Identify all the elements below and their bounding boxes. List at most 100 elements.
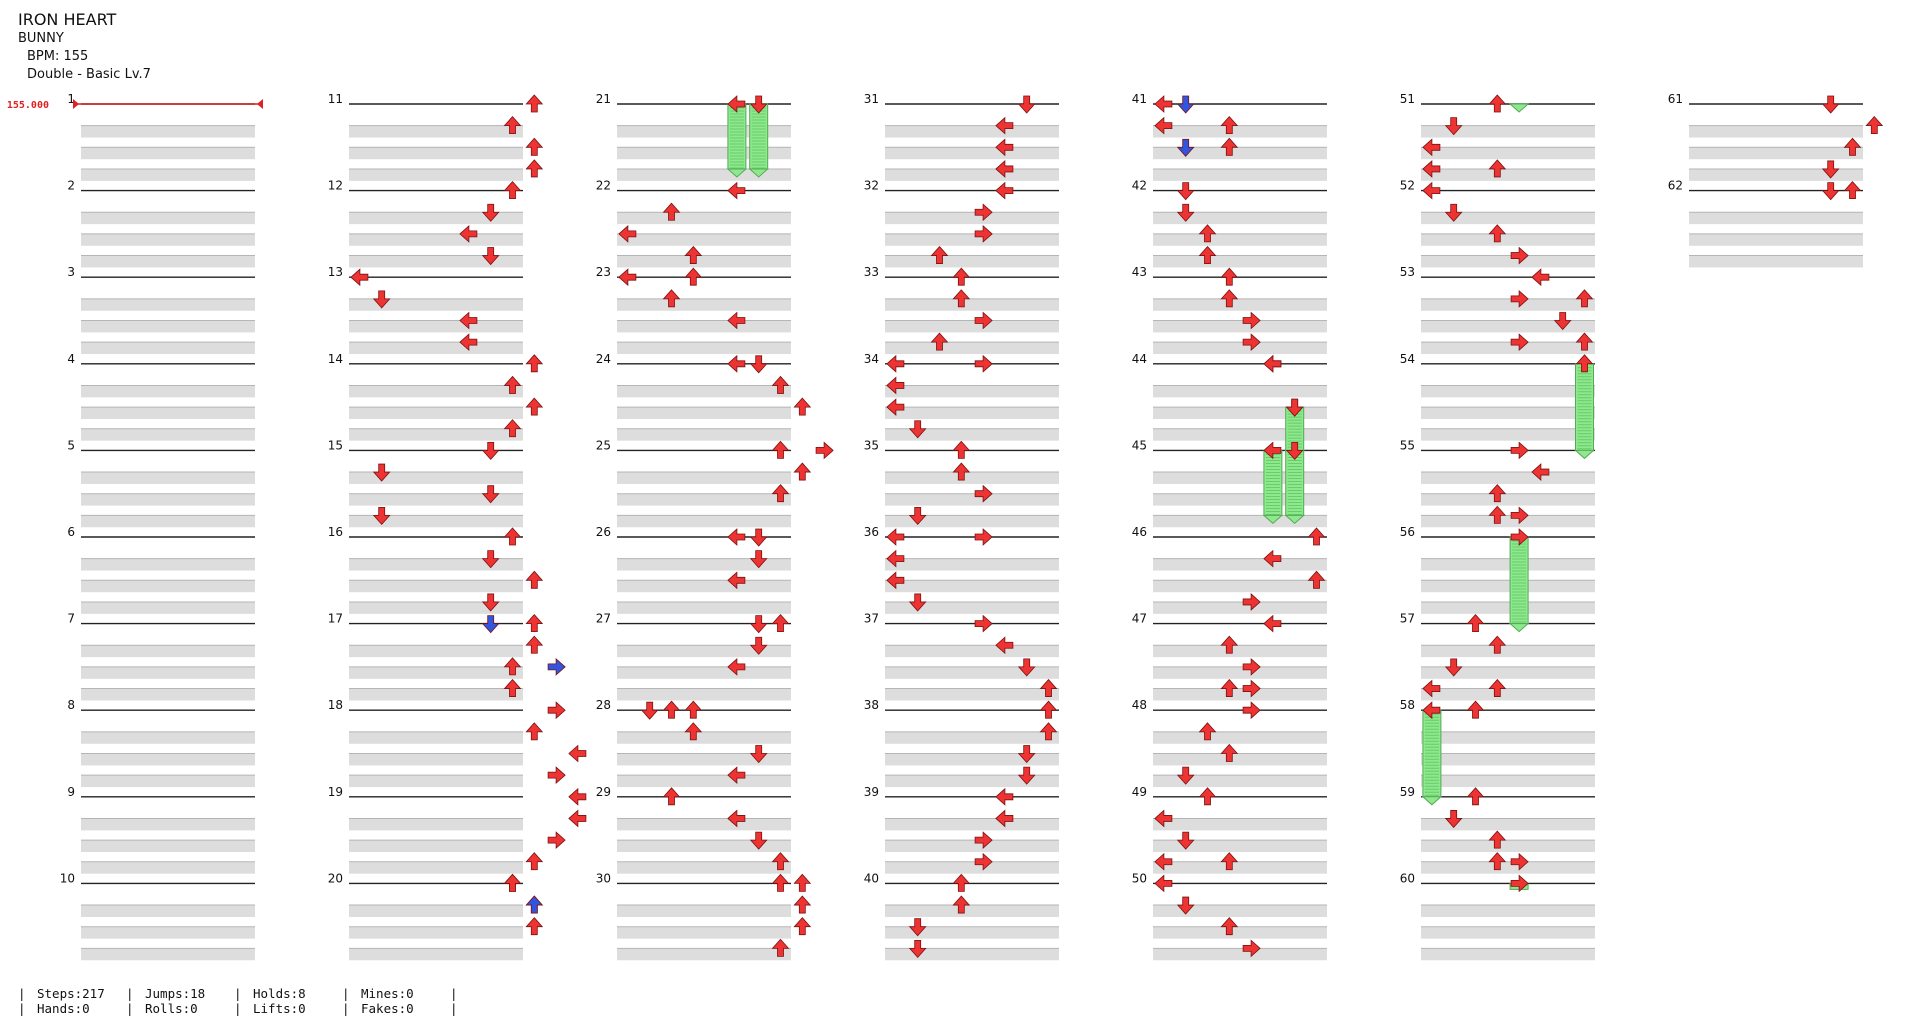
measure-number: 42 xyxy=(1132,179,1147,193)
beat-band xyxy=(885,840,1059,853)
measure-number: 37 xyxy=(864,612,879,626)
up-arrow-icon xyxy=(952,289,971,308)
hold-tail xyxy=(1262,514,1284,525)
beat-band xyxy=(81,407,255,420)
measure-number: 19 xyxy=(328,785,343,799)
left-arrow-icon xyxy=(727,528,746,546)
beat-band xyxy=(1421,666,1595,679)
beat-band xyxy=(1421,212,1595,225)
beat-band xyxy=(617,645,791,658)
measure-number: 2 xyxy=(67,179,75,193)
left-arrow-icon xyxy=(995,160,1014,178)
beat-band xyxy=(1421,342,1595,355)
left-arrow-icon xyxy=(995,116,1014,135)
beat-band xyxy=(349,601,523,614)
left-arrow-icon xyxy=(727,95,746,113)
left-arrow-icon xyxy=(727,766,746,785)
right-arrow-icon xyxy=(547,658,566,676)
up-arrow-icon xyxy=(525,397,544,416)
up-arrow-icon xyxy=(503,375,522,394)
difficulty-label: Double - Basic Lv.7 xyxy=(27,67,151,82)
up-arrow-icon xyxy=(1039,678,1058,697)
up-arrow-icon xyxy=(1488,224,1507,243)
stat-steps: Steps:217 xyxy=(37,986,105,1001)
up-arrow-icon xyxy=(1466,613,1485,632)
beat-band xyxy=(81,840,255,853)
measure-number: 49 xyxy=(1132,785,1147,799)
beat-band xyxy=(349,233,523,246)
beat-band xyxy=(617,926,791,939)
beat-band xyxy=(617,147,791,160)
up-arrow-icon xyxy=(1488,830,1507,849)
right-arrow-icon xyxy=(974,614,993,633)
beat-band xyxy=(1421,320,1595,333)
beat-band xyxy=(349,688,523,701)
up-arrow-icon xyxy=(793,397,812,416)
bpm-change-marker xyxy=(257,99,263,109)
up-arrow-icon xyxy=(503,419,522,438)
left-arrow-icon xyxy=(459,333,478,352)
measure-number: 61 xyxy=(1668,92,1683,106)
beat-band xyxy=(885,601,1059,614)
up-arrow-icon xyxy=(684,700,703,719)
beat-band xyxy=(1421,255,1595,268)
beat-band xyxy=(617,580,791,593)
beat-band xyxy=(349,753,523,766)
beat-band xyxy=(885,428,1059,441)
right-arrow-icon xyxy=(1510,874,1529,893)
beat-band xyxy=(81,342,255,355)
left-arrow-icon xyxy=(568,744,587,763)
left-arrow-icon xyxy=(995,636,1014,655)
beat-band xyxy=(349,905,523,917)
up-arrow-icon xyxy=(1307,527,1326,546)
up-arrow-icon xyxy=(771,938,790,957)
beat-band xyxy=(349,515,523,528)
measure-number: 6 xyxy=(67,525,75,539)
up-arrow-icon xyxy=(525,94,544,113)
up-arrow-icon xyxy=(1466,787,1485,806)
beat-band xyxy=(617,255,791,268)
measure-number: 9 xyxy=(67,785,75,799)
beat-band xyxy=(617,558,791,571)
up-arrow-icon xyxy=(793,895,812,914)
right-arrow-icon xyxy=(1510,528,1529,546)
left-arrow-icon xyxy=(1154,874,1173,893)
up-arrow-icon xyxy=(771,852,790,871)
stats-divider: | | xyxy=(342,986,350,1016)
right-arrow-icon xyxy=(815,441,834,460)
up-arrow-icon xyxy=(1220,917,1239,936)
beat-band xyxy=(1421,775,1595,788)
left-arrow-icon xyxy=(568,809,587,828)
up-arrow-icon xyxy=(930,245,949,264)
left-arrow-icon xyxy=(1263,354,1282,373)
down-arrow-icon xyxy=(1821,95,1840,114)
up-arrow-icon xyxy=(1843,180,1862,200)
stat-holds: Holds:8 xyxy=(253,986,306,1001)
down-arrow-icon xyxy=(1176,95,1195,114)
beat-band xyxy=(1153,385,1327,398)
down-arrow-icon xyxy=(1017,745,1036,764)
left-arrow-icon xyxy=(1154,809,1173,828)
beat-band xyxy=(1421,818,1595,831)
left-arrow-icon xyxy=(568,787,587,806)
down-arrow-icon xyxy=(481,615,500,634)
left-arrow-icon xyxy=(886,528,905,546)
up-arrow-icon xyxy=(1865,116,1884,135)
left-arrow-icon xyxy=(727,181,746,200)
left-arrow-icon xyxy=(886,571,905,590)
beat-band xyxy=(617,515,791,528)
beat-band xyxy=(1153,645,1327,658)
beat-band xyxy=(1153,666,1327,679)
beat-band xyxy=(81,255,255,268)
hold-note xyxy=(748,103,770,178)
up-arrow-icon xyxy=(503,180,522,200)
beat-band xyxy=(1689,255,1863,268)
measure-number: 13 xyxy=(328,265,343,279)
beat-band xyxy=(1421,407,1595,420)
measure-number: 59 xyxy=(1400,785,1415,799)
beat-band xyxy=(1421,840,1595,853)
measure-number: 40 xyxy=(864,871,879,885)
right-arrow-icon xyxy=(1242,939,1261,958)
beat-band xyxy=(617,948,791,961)
down-arrow-icon xyxy=(1176,182,1195,201)
